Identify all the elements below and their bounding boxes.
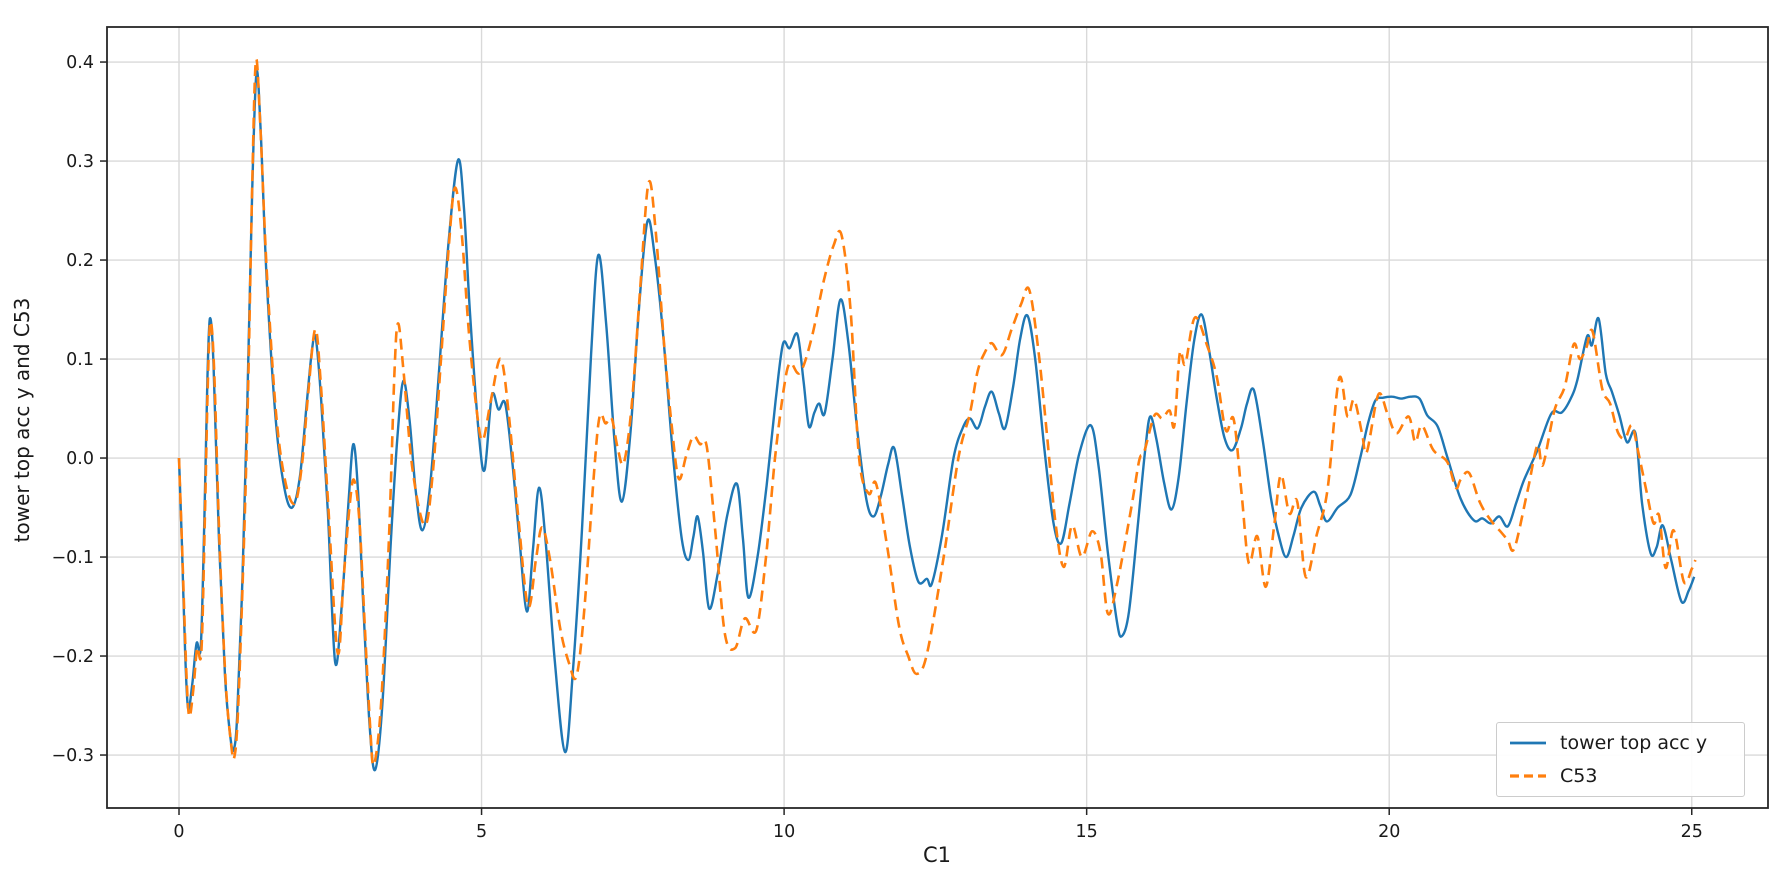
legend-item-tower-top-acc-y: tower top acc y bbox=[1509, 727, 1734, 759]
y-tick-label: 0.3 bbox=[66, 152, 94, 172]
x-tick-label: 15 bbox=[1076, 822, 1098, 842]
x-axis-label: C1 bbox=[922, 843, 952, 867]
x-tick-label: 5 bbox=[476, 822, 487, 842]
y-tick-label: −0.1 bbox=[52, 548, 95, 568]
y-tick-label: −0.3 bbox=[52, 746, 95, 766]
legend-label: tower top acc y bbox=[1560, 731, 1708, 754]
y-tick-label: −0.2 bbox=[52, 647, 95, 667]
y-tick-label: 0.2 bbox=[66, 251, 94, 271]
plot-border bbox=[106, 26, 1769, 809]
legend-line-solid-icon bbox=[1510, 741, 1546, 745]
y-tick-label: 0.1 bbox=[66, 350, 94, 370]
legend-item-c53: C53 bbox=[1509, 760, 1734, 792]
x-tick-label: 25 bbox=[1681, 822, 1703, 842]
y-tick-label: 0.0 bbox=[66, 449, 94, 469]
x-tick-label: 10 bbox=[773, 822, 795, 842]
legend: tower top acc y C53 bbox=[1496, 722, 1745, 797]
series-line-tower-top-acc-y bbox=[177, 69, 1696, 772]
y-axis-label: tower top acc y and C53 bbox=[10, 297, 34, 543]
legend-line-dashed-icon bbox=[1510, 774, 1546, 778]
series-line-c53 bbox=[177, 57, 1697, 767]
x-tick-label: 0 bbox=[173, 822, 184, 842]
legend-label: C53 bbox=[1560, 765, 1598, 788]
y-tick-label: 0.4 bbox=[66, 53, 94, 73]
x-tick-label: 20 bbox=[1378, 822, 1400, 842]
